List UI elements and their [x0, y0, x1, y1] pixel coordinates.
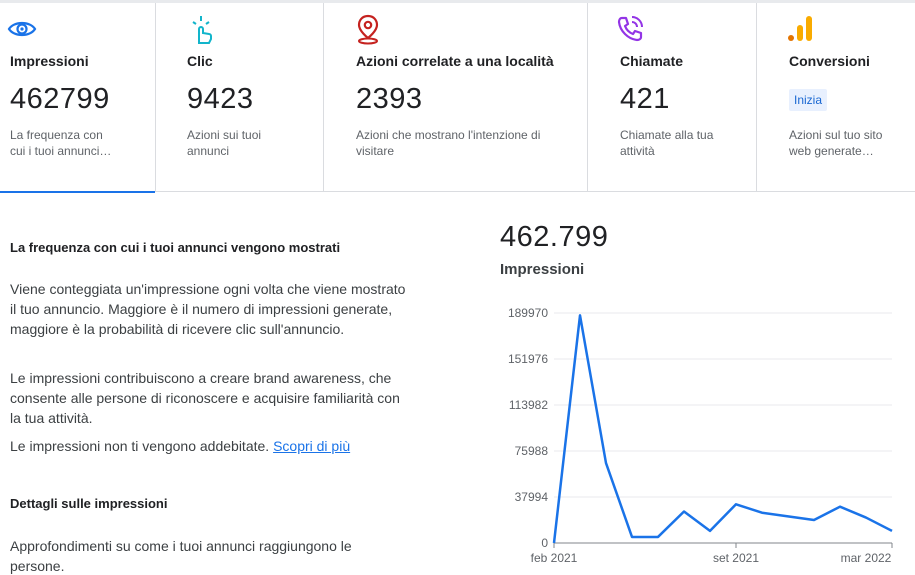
analytics-bars-icon — [785, 13, 817, 45]
info-paragraph-1: Viene conteggiata un'impressione ogni vo… — [10, 281, 406, 337]
y-tick-label: 189970 — [508, 306, 548, 320]
top-divider — [0, 0, 915, 3]
card-value: 2393 — [356, 83, 423, 115]
card-title: Chiamate — [620, 53, 684, 69]
eye-icon — [6, 13, 38, 45]
card-impressioni[interactable]: Impressioni 462799 La frequenza con cui … — [0, 3, 155, 193]
x-tick-label: mar 2022 — [841, 551, 892, 565]
card-conversioni[interactable]: Conversioni Inizia Azioni sul tuo sito w… — [779, 3, 915, 192]
card-divider — [587, 3, 588, 192]
y-tick-label: 113982 — [509, 398, 548, 412]
card-title: Impressioni — [10, 53, 89, 69]
y-tick-label: 75988 — [515, 444, 549, 458]
card-divider — [323, 3, 324, 192]
phone-call-icon — [614, 13, 646, 45]
learn-more-link[interactable]: Scopri di più — [273, 438, 351, 454]
x-tick-label: feb 2021 — [531, 551, 578, 565]
card-divider — [756, 3, 757, 192]
card-description: La frequenza con cui i tuoi annunci… — [10, 128, 112, 158]
info-paragraph-3-text: Le impressioni non ti vengono addebitate… — [10, 438, 270, 454]
impressions-chart-panel: 462.799 Impressioni 189970 151976 113982 75… — [500, 215, 915, 575]
x-tick-label: set 2021 — [713, 551, 759, 565]
location-pin-icon — [352, 13, 384, 45]
y-tick-label: 0 — [541, 536, 548, 550]
metric-cards: Impressioni 462799 La frequenza con cui … — [0, 3, 915, 193]
card-clic[interactable]: Clic 9423 Azioni sui tuoi annunci — [177, 3, 323, 192]
chart-label: Impressioni — [500, 261, 585, 278]
card-title: Azioni correlate a una località — [356, 53, 554, 69]
card-description: Azioni sui tuoi annunci — [187, 128, 262, 158]
card-localita[interactable]: Azioni correlate a una località 2393 Azi… — [346, 3, 587, 192]
card-chiamate[interactable]: Chiamate 421 Chiamate alla tua attività — [610, 3, 756, 192]
impressions-series-line[interactable] — [552, 314, 893, 544]
info-heading: La frequenza con cui i tuoi annunci veng… — [10, 240, 341, 255]
details-text: Approfondimenti su come i tuoi annunci r… — [10, 538, 352, 574]
info-paragraph-2: Le impressioni contribuiscono a creare b… — [10, 370, 400, 426]
card-title: Conversioni — [789, 53, 870, 69]
card-divider — [155, 3, 156, 192]
card-description: Azioni sul tuo sito web generate… — [789, 128, 883, 158]
card-description: Azioni che mostrano l'intenzione di visi… — [356, 128, 541, 158]
card-description: Chiamate alla tua attività — [620, 128, 714, 158]
y-tick-label: 37994 — [515, 490, 549, 504]
start-badge[interactable]: Inizia — [789, 89, 828, 111]
card-value: 462799 — [10, 83, 110, 115]
card-value: 421 — [620, 83, 670, 115]
card-title: Clic — [187, 53, 213, 69]
total-impressions: 462.799 — [500, 221, 609, 253]
tap-icon — [185, 13, 217, 45]
card-value: 9423 — [187, 83, 254, 115]
info-paragraph-3: Le impressioni non ti vengono addebitate… — [10, 436, 410, 456]
y-tick-label: 151976 — [508, 352, 548, 366]
details-heading: Dettagli sulle impressioni — [10, 496, 168, 511]
